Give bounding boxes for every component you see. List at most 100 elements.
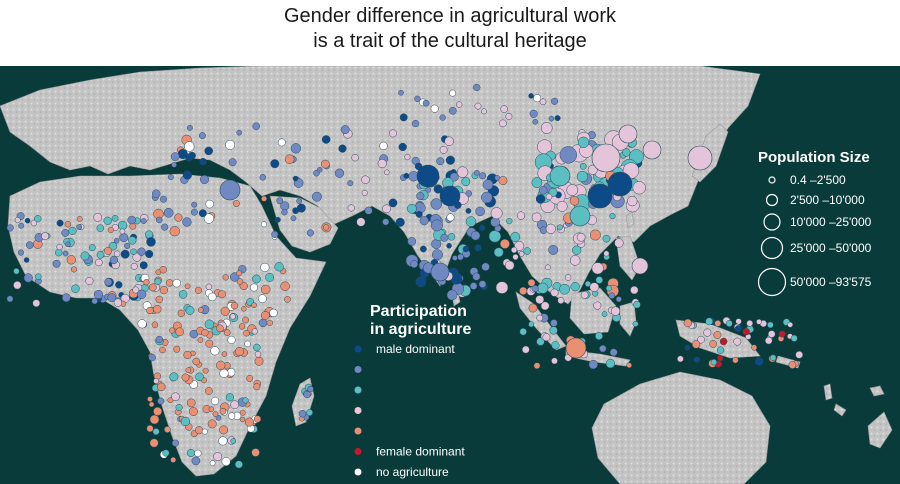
settlement-dot [225, 139, 236, 150]
settlement-dot [166, 279, 174, 287]
settlement-dot [171, 439, 179, 447]
settlement-dot [6, 224, 14, 232]
settlement-dot [512, 253, 519, 261]
settlement-dot [210, 396, 220, 406]
participation-legend: Participation in agriculture male domina… [354, 303, 471, 479]
settlement-dot [384, 169, 390, 176]
population-legend-title: Population Size [758, 149, 870, 166]
settlement-dot [439, 114, 446, 121]
settlement-dot-large [687, 145, 713, 171]
population-legend-circle [757, 267, 787, 297]
settlement-dot [26, 241, 34, 249]
settlement-dot [693, 356, 700, 363]
settlement-dot [146, 306, 154, 315]
settlement-dot [407, 237, 417, 246]
settlement-dot [68, 226, 77, 235]
settlement-dot [533, 362, 541, 370]
settlement-dot [732, 357, 739, 364]
settlement-dot [510, 246, 518, 254]
settlement-dot [778, 330, 786, 338]
settlement-dot [172, 279, 181, 288]
taiwan [625, 211, 635, 229]
settlement-dot [169, 372, 179, 382]
settlement-dot [382, 204, 391, 214]
settlement-dot [210, 346, 220, 356]
settlement-dot [542, 333, 551, 342]
settlement-dot [155, 216, 163, 224]
settlement-dot [254, 351, 262, 358]
settlement-dot [204, 319, 215, 330]
settlement-dot [61, 228, 70, 237]
settlement-dot [236, 270, 243, 277]
settlement-dot [236, 129, 243, 136]
settlement-dot [684, 345, 691, 351]
settlement-dot [164, 426, 171, 433]
settlement-dot [209, 460, 216, 467]
settlement-dot [159, 285, 169, 295]
settlement-dot [608, 292, 616, 299]
settlement-dot [474, 244, 482, 252]
settlement-dot [152, 428, 160, 436]
settlement-dot [756, 318, 762, 325]
settlement-dot [91, 297, 98, 305]
settlement-dot [481, 191, 493, 204]
settlement-dot [691, 340, 701, 349]
settlement-dot [201, 329, 209, 337]
settlement-dot [103, 216, 112, 225]
settlement-dot [109, 255, 118, 265]
settlement-dot [145, 249, 154, 259]
settlement-dot [88, 244, 96, 252]
settlement-dot [550, 97, 559, 105]
settlement-dot [230, 400, 240, 410]
settlement-dot [570, 281, 580, 292]
settlement-dot [535, 194, 546, 204]
australia [591, 371, 771, 484]
participation-legend-title-1: Participation [370, 303, 467, 320]
settlement-dot [334, 168, 345, 178]
settlement-dot [132, 286, 140, 294]
settlement-dot [251, 448, 260, 457]
settlement-dot [746, 319, 754, 327]
settlement-dot [482, 179, 494, 190]
settlement-dot [709, 340, 717, 348]
settlement-dot [271, 230, 279, 238]
settlement-dot [194, 449, 202, 457]
settlement-dot [219, 368, 229, 378]
settlement-dot [306, 229, 314, 237]
settlement-dot [498, 176, 508, 186]
settlement-dot [174, 213, 183, 222]
settlement-dot [127, 215, 136, 225]
map-title: Gender difference in agricultural work i… [0, 4, 900, 54]
settlement-dot [465, 216, 477, 227]
settlement-dot [35, 273, 42, 280]
settlement-dot [198, 132, 206, 140]
settlement-dot [191, 456, 201, 466]
settlement-dot [527, 278, 536, 287]
settlement-dot [171, 392, 180, 401]
settlement-dot [192, 357, 200, 366]
settlement-dot [218, 436, 228, 446]
settlement-dot [260, 311, 270, 320]
settlement-dot [742, 328, 750, 336]
settlement-dot [322, 224, 330, 231]
population-legend-circle [763, 213, 781, 231]
settlement-dot [589, 282, 600, 292]
settlement-dot [430, 219, 443, 232]
settlement-dot [13, 268, 20, 275]
settlement-dot [531, 285, 539, 293]
settlement-dot [683, 318, 692, 328]
settlement-dot [545, 193, 553, 201]
settlement-dot [222, 274, 229, 281]
settlement-dot [430, 104, 439, 113]
settlement-dot [13, 281, 22, 290]
settlement-dot [118, 220, 128, 230]
settlement-dot [205, 199, 214, 209]
settlement-dot [601, 311, 608, 317]
title-line-1: Gender difference in agricultural work [283, 5, 617, 27]
settlement-dot [767, 330, 776, 338]
settlement-dot [677, 355, 684, 363]
settlement-dot [361, 175, 370, 185]
settlement-dot [178, 290, 188, 299]
settlement-dot [478, 280, 487, 288]
settlement-dot [504, 260, 515, 271]
